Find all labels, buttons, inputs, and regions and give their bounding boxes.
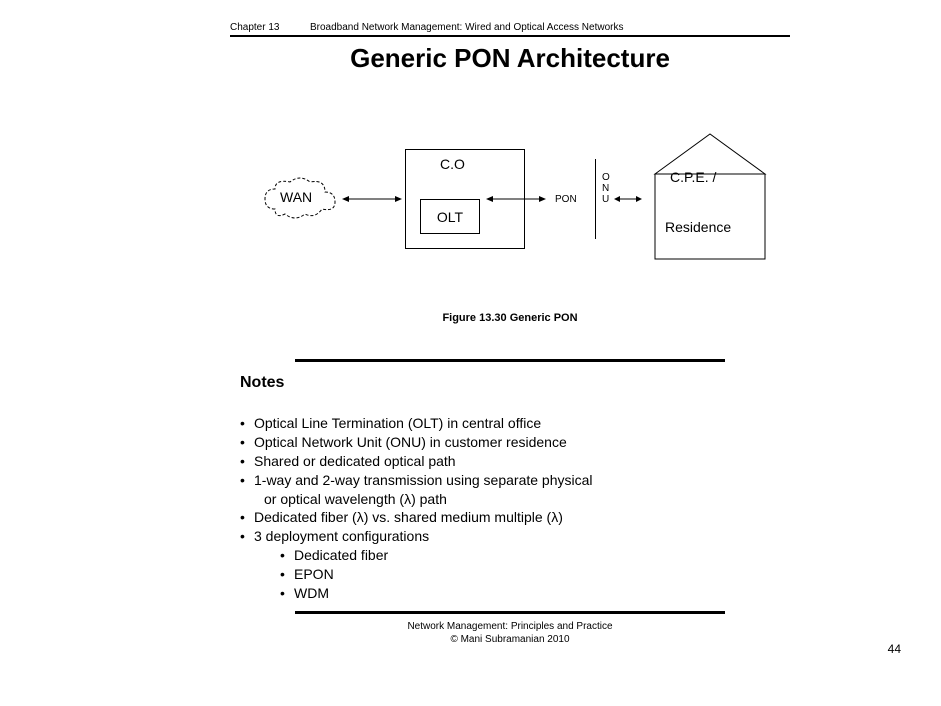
page-number: 44: [888, 642, 901, 656]
note-text: EPON: [294, 565, 334, 584]
olt-box: OLT: [420, 199, 480, 234]
list-item: •3 deployment configurations: [240, 527, 790, 546]
separator-line: [295, 359, 725, 362]
note-text: Optical Network Unit (ONU) in customer r…: [254, 433, 567, 452]
residence-label: Residence: [665, 219, 731, 235]
list-subitem: •Dedicated fiber: [280, 546, 790, 565]
note-text: 1-way and 2-way transmission using separ…: [254, 471, 593, 490]
chapter-title: Broadband Network Management: Wired and …: [310, 22, 790, 33]
note-continuation: or optical wavelength (λ) path: [264, 490, 790, 509]
list-subitem: •EPON: [280, 565, 790, 584]
notes-list: •Optical Line Termination (OLT) in centr…: [240, 414, 790, 603]
cpe-label: C.P.E. /: [670, 169, 716, 185]
note-text: Shared or dedicated optical path: [254, 452, 456, 471]
onu-divider: [595, 159, 596, 239]
pon-diagram: WAN C.O OLT PON ONU C.P.E. / Residence: [230, 104, 790, 294]
wan-label: WAN: [280, 189, 312, 205]
list-item: •1-way and 2-way transmission using sepa…: [240, 471, 790, 490]
arrow-icon: [614, 194, 642, 204]
list-subitem: •WDM: [280, 584, 790, 603]
figure-caption: Figure 13.30 Generic PON: [230, 312, 790, 324]
co-label: C.O: [440, 156, 465, 172]
list-item: •Optical Line Termination (OLT) in centr…: [240, 414, 790, 433]
note-text: Dedicated fiber: [294, 546, 388, 565]
footer: Network Management: Principles and Pract…: [230, 620, 790, 646]
note-text: 3 deployment configurations: [254, 527, 429, 546]
footer-line1: Network Management: Principles and Pract…: [230, 620, 790, 633]
arrow-icon: [342, 194, 402, 204]
note-text: WDM: [294, 584, 329, 603]
pon-label: PON: [555, 194, 577, 205]
footer-line2: © Mani Subramanian 2010: [230, 633, 790, 646]
header-row: Chapter 13 Broadband Network Management:…: [230, 22, 790, 37]
note-text: Optical Line Termination (OLT) in centra…: [254, 414, 541, 433]
footer-separator: [295, 611, 725, 614]
house-icon: [645, 129, 775, 264]
list-item: •Shared or dedicated optical path: [240, 452, 790, 471]
page-title: Generic PON Architecture: [230, 43, 790, 74]
list-item: •Dedicated fiber (λ) vs. shared medium m…: [240, 508, 790, 527]
notes-heading: Notes: [240, 374, 790, 392]
chapter-label: Chapter 13: [230, 22, 310, 33]
arrow-icon: [486, 194, 546, 204]
onu-label: ONU: [602, 172, 610, 205]
note-text: Dedicated fiber (λ) vs. shared medium mu…: [254, 508, 563, 527]
list-item: •Optical Network Unit (ONU) in customer …: [240, 433, 790, 452]
